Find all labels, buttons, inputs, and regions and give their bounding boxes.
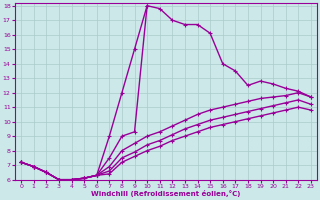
X-axis label: Windchill (Refroidissement éolien,°C): Windchill (Refroidissement éolien,°C) — [91, 190, 241, 197]
